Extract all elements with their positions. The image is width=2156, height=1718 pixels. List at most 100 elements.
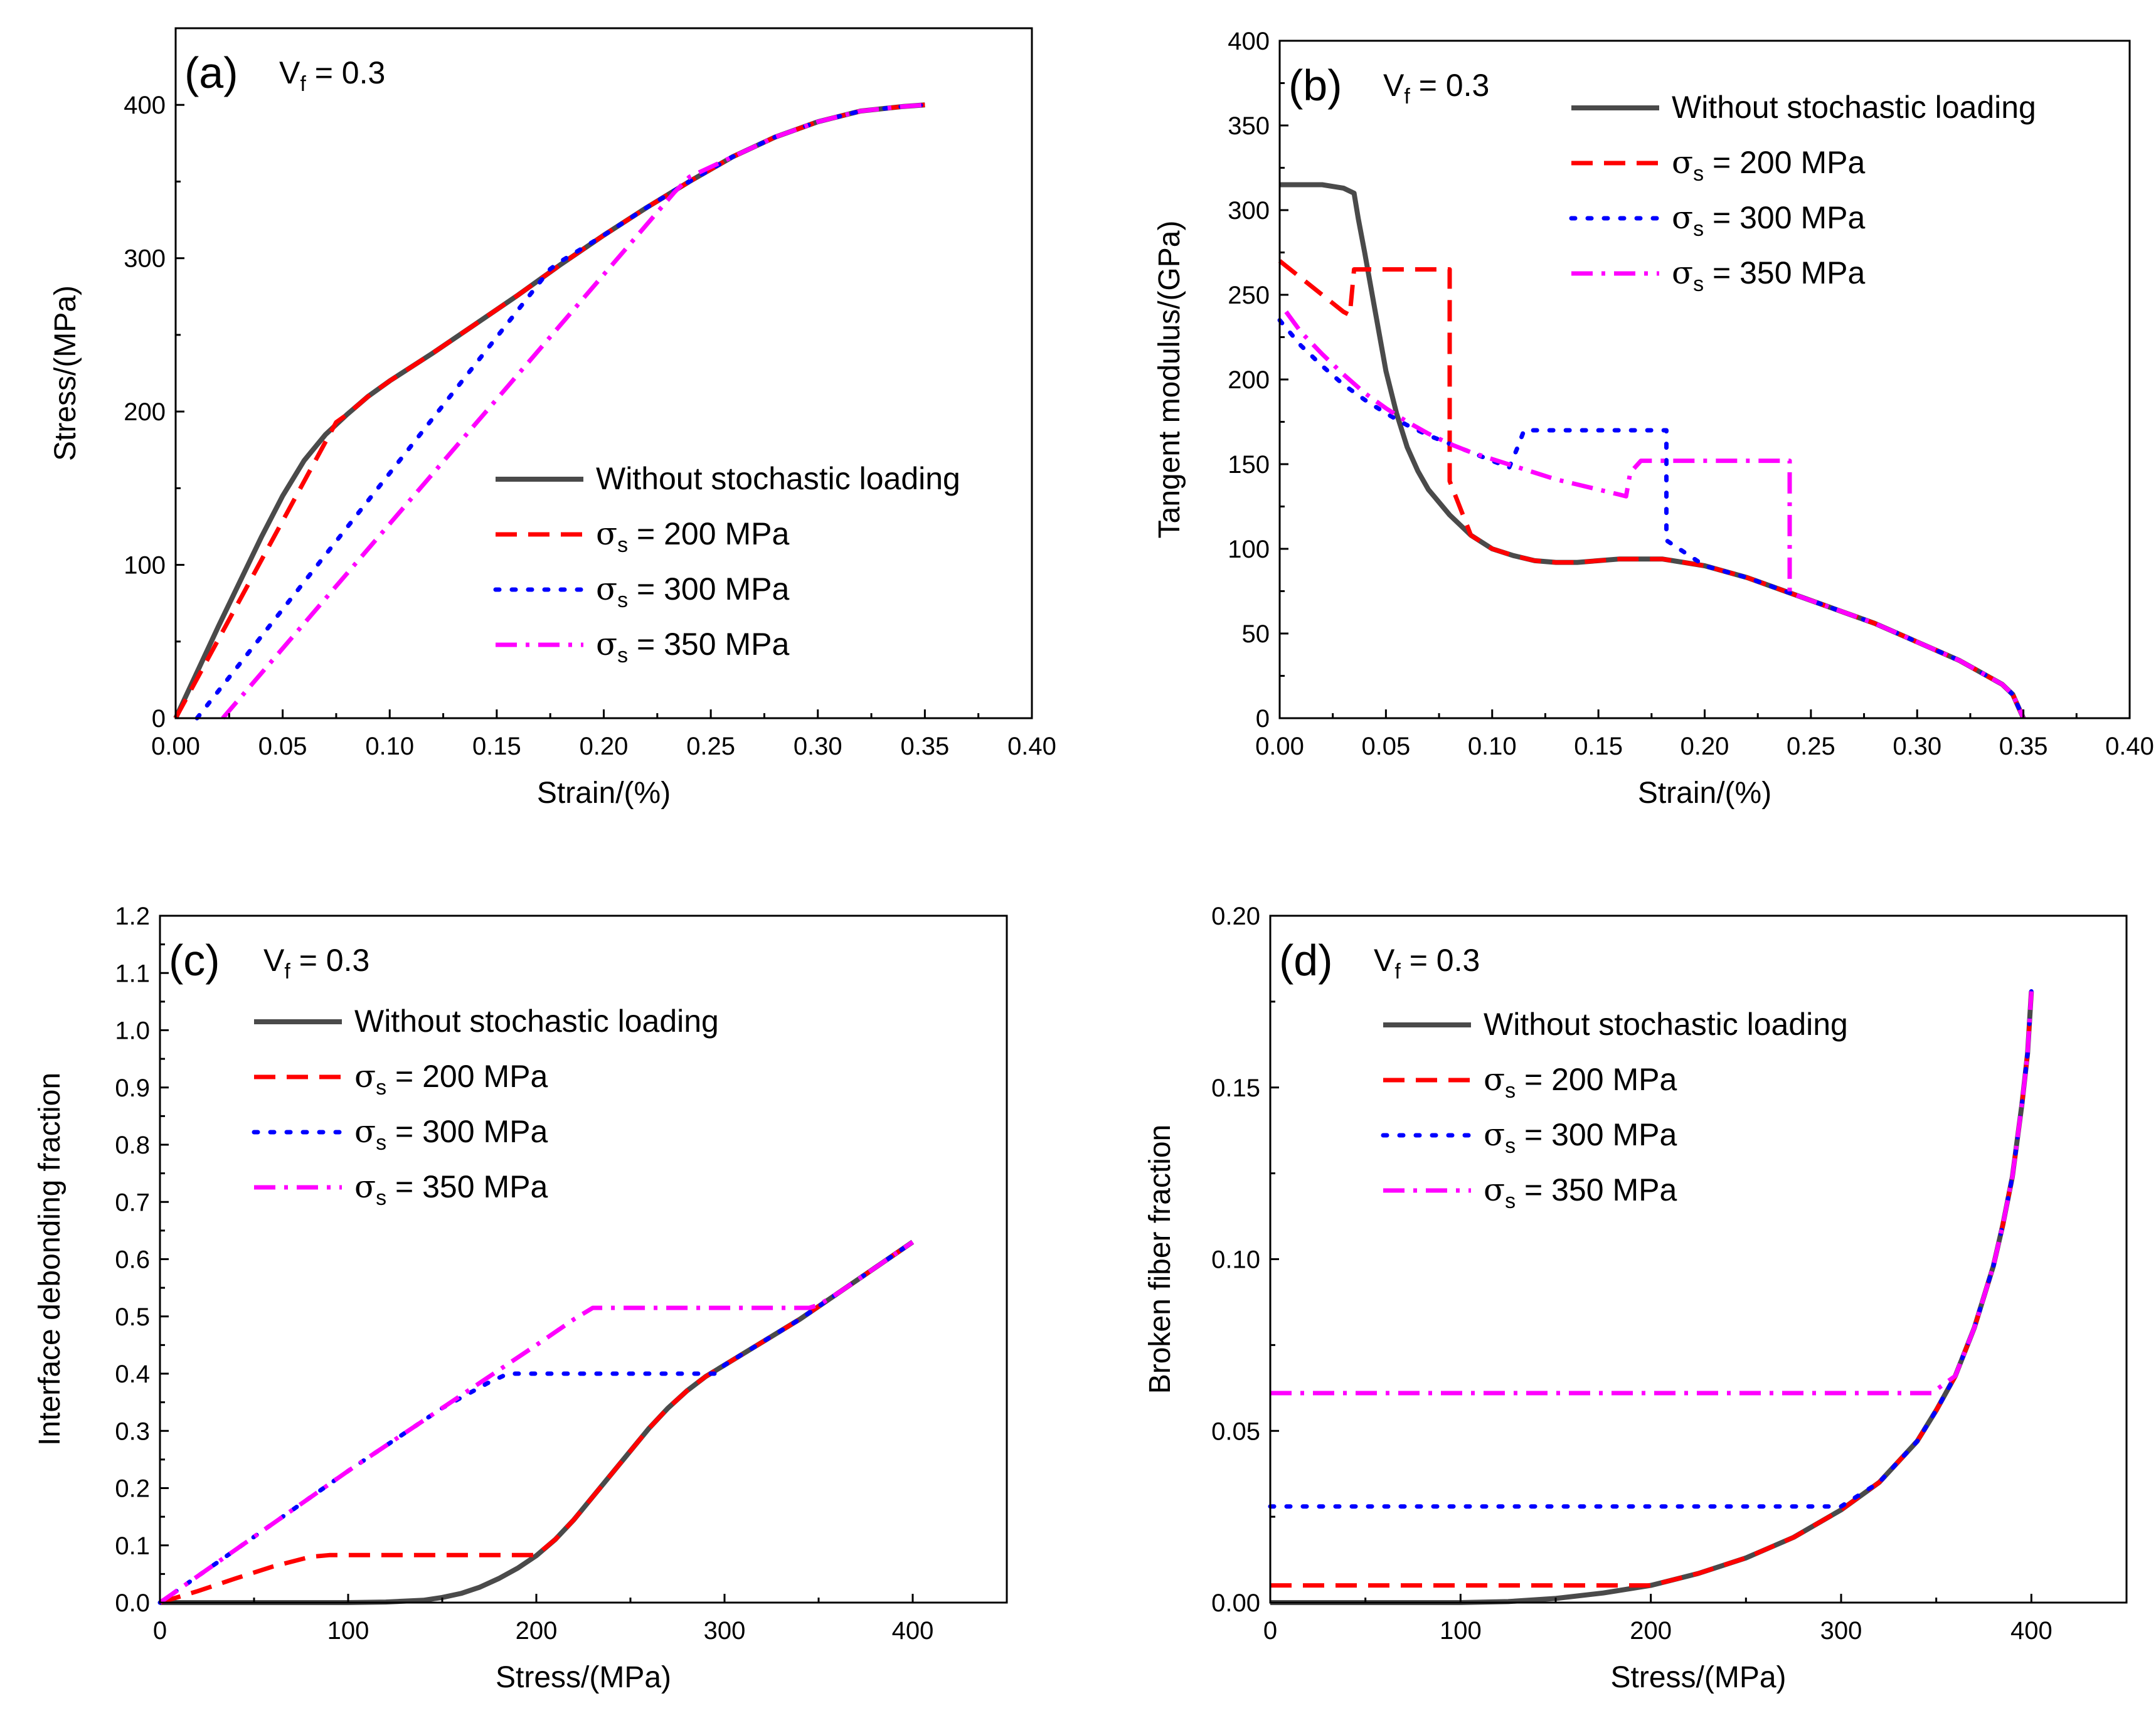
x-tick-label: 0.40: [2105, 733, 2154, 760]
panel-label: (a): [184, 48, 238, 97]
y-tick-label: 0.2: [115, 1475, 150, 1503]
x-tick-label: 0: [153, 1617, 167, 1645]
legend-label-s200: σs = 200 MPa: [354, 1058, 548, 1100]
vf-symbol: V: [279, 55, 300, 90]
legend-label-s200: σs = 200 MPa: [596, 516, 789, 557]
legend-label-without: Without stochastic loading: [1672, 90, 2036, 125]
y-tick-label: 0.00: [1211, 1589, 1260, 1617]
y-tick-label: 200: [124, 398, 166, 426]
vf-value: = 0.3: [290, 943, 370, 978]
legend-label-s300: σs = 300 MPa: [596, 571, 789, 612]
y-tick-label: 100: [124, 552, 166, 580]
x-tick-label: 200: [1630, 1617, 1672, 1645]
x-tick-label: 0.15: [1574, 733, 1623, 760]
vf-annotation: Vf = 0.3: [1383, 68, 1489, 109]
y-tick-label: 0.1: [115, 1532, 150, 1560]
x-axis-title: Strain/(%): [537, 777, 671, 810]
y-axis-title: Interface debonding fraction: [33, 1073, 66, 1446]
y-tick-label: 0.9: [115, 1074, 150, 1102]
y-tick-label: 1.2: [115, 903, 150, 930]
vf-value: = 0.3: [306, 55, 386, 90]
legend-label-s300: σs = 300 MPa: [1484, 1116, 1677, 1158]
y-tick-label: 400: [124, 92, 166, 119]
x-tick-label: 0.40: [1007, 733, 1056, 760]
legend: Without stochastic loading σs = 200 MPa σs…: [493, 461, 960, 667]
vf-subscript: f: [284, 960, 290, 984]
vf-subscript: f: [1404, 85, 1410, 109]
y-tick-label: 100: [1228, 536, 1270, 563]
vf-symbol: V: [1383, 68, 1405, 103]
y-tick-label: 1.0: [115, 1017, 150, 1045]
series-s350-line: [1270, 991, 2034, 1396]
y-tick-label: 350: [1228, 112, 1270, 140]
y-tick-label: 0.3: [115, 1418, 150, 1445]
legend-label-s350: σs = 350 MPa: [596, 626, 789, 667]
legend-label-s300: σs = 300 MPa: [354, 1113, 548, 1155]
y-tick-label: 250: [1228, 282, 1270, 309]
legend: Without stochastic loading σs = 200 MPa σs…: [252, 1004, 719, 1210]
x-axis-title: Strain/(%): [1638, 777, 1771, 810]
y-axis-title: Broken fiber fraction: [1144, 1125, 1177, 1394]
vf-symbol: V: [1374, 943, 1395, 978]
x-tick-label: 0.05: [258, 733, 307, 760]
x-tick-label: 0.05: [1361, 733, 1410, 760]
legend: Without stochastic loading σs = 200 MPa σs…: [1381, 1007, 1848, 1213]
vf-annotation: Vf = 0.3: [279, 55, 385, 96]
y-tick-label: 0.4: [115, 1360, 150, 1388]
y-tick-label: 200: [1228, 366, 1270, 394]
vf-annotation: Vf = 0.3: [1374, 943, 1480, 984]
legend-label-s350: σs = 350 MPa: [1484, 1172, 1677, 1213]
y-tick-label: 0.20: [1211, 903, 1260, 930]
legend-label-without: Without stochastic loading: [354, 1004, 719, 1039]
vf-value: = 0.3: [1410, 68, 1490, 103]
y-tick-label: 0.6: [115, 1246, 150, 1274]
y-tick-label: 0: [1256, 705, 1270, 733]
legend-label-s350: σs = 350 MPa: [354, 1169, 548, 1210]
x-tick-label: 300: [1820, 1617, 1862, 1645]
series-s350-line: [221, 102, 925, 720]
x-tick-label: 400: [2010, 1617, 2052, 1645]
vf-subscript: f: [300, 72, 306, 96]
x-tick-label: 0.30: [1893, 733, 1941, 760]
legend-label-s200: σs = 200 MPa: [1484, 1061, 1677, 1103]
panel-label: (d): [1279, 936, 1333, 985]
panel-a: 0.00 0.05 0.10 0.15 0.20 0.25 0.30 0.35 0.40 0 100…: [49, 27, 1056, 810]
x-tick-label: 0.35: [900, 733, 949, 760]
y-tick-label: 300: [1228, 197, 1270, 225]
x-tick-label: 200: [516, 1617, 558, 1645]
series-s350-line: [158, 1240, 914, 1604]
x-tick-label: 0.35: [1999, 733, 2048, 760]
panel-label: (c): [169, 936, 220, 985]
legend-label-without: Without stochastic loading: [596, 461, 960, 496]
x-tick-label: 400: [892, 1617, 934, 1645]
y-tick-label: 0.10: [1211, 1246, 1260, 1274]
x-tick-label: 0.20: [580, 733, 629, 760]
x-tick-label: 0.25: [686, 733, 735, 760]
x-axis-title: Stress/(MPa): [1610, 1661, 1786, 1694]
x-axis-title: Stress/(MPa): [496, 1661, 671, 1694]
panel-d: 0 100 200 300 400 0.00 0.05 0.10 0.15 0.20 Stress/…: [1144, 903, 2128, 1694]
y-tick-label: 150: [1228, 451, 1270, 479]
series-s300-line: [1277, 318, 2026, 721]
panel-label: (b): [1288, 61, 1342, 110]
panel-b: 0.00 0.05 0.10 0.15 0.20 0.25 0.30 0.35 0.40 0 50 1…: [1153, 28, 2154, 810]
y-tick-label: 0: [152, 705, 166, 733]
y-tick-label: 50: [1242, 620, 1270, 648]
y-tick-label: 0.5: [115, 1303, 150, 1331]
legend: Without stochastic loading σs = 200 MPa σs…: [1569, 90, 2036, 296]
x-tick-label: 0.00: [151, 733, 200, 760]
vf-subscript: f: [1394, 960, 1401, 984]
panel-c: 0 100 200 300 400 0.0 0.1 0.2 0.3 0.4 0.5 0.6 0.7 0.8…: [33, 903, 1008, 1694]
y-tick-label: 0.15: [1211, 1074, 1260, 1102]
y-axis-title: Tangent modulus/(GPa): [1153, 221, 1186, 539]
x-tick-label: 0.30: [794, 733, 842, 760]
vf-value: = 0.3: [1401, 943, 1480, 978]
x-tick-label: 0.15: [472, 733, 521, 760]
y-tick-label: 400: [1228, 28, 1270, 55]
y-tick-label: 300: [124, 245, 166, 273]
x-tick-label: 0.10: [365, 733, 414, 760]
legend-label-without: Without stochastic loading: [1484, 1007, 1848, 1042]
x-tick-label: 0.25: [1787, 733, 1835, 760]
legend-label-s300: σs = 300 MPa: [1672, 199, 1865, 241]
